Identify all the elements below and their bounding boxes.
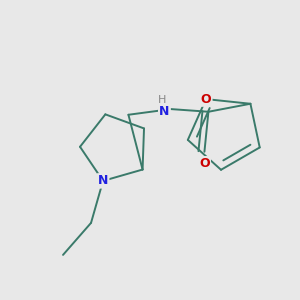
Text: N: N <box>159 105 170 118</box>
Text: N: N <box>98 174 108 188</box>
Text: O: O <box>199 157 210 170</box>
Text: O: O <box>201 93 211 106</box>
Text: H: H <box>158 95 166 105</box>
